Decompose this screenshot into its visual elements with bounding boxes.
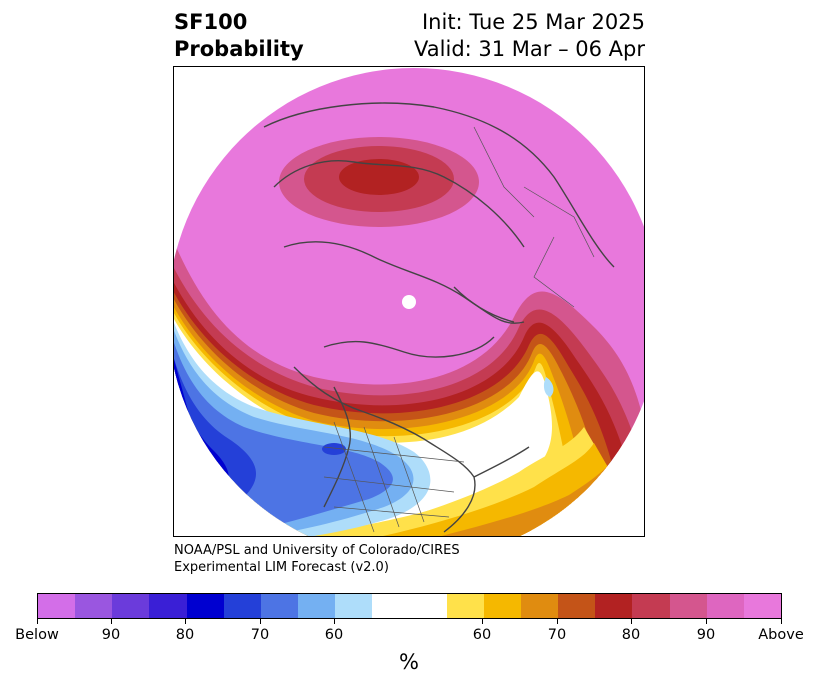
colorbar-segment [743,594,782,618]
colorbar-tick-label: 70 [547,627,567,643]
colorbar-tick [334,619,335,624]
colorbar-segment [706,594,744,618]
colorbar-segment [112,594,150,618]
colorbar-tick-label: 90 [101,627,121,643]
colorbar-tick-label: 90 [696,627,716,643]
colorbar-segment [595,594,633,618]
colorbar-segment [186,594,224,618]
colorbar-segment [335,594,373,618]
valid-range: Valid: 31 Mar – 06 Apr [414,37,645,61]
title-quantity: Probability [174,37,304,61]
colorbar-segment [372,594,447,618]
colorbar-segment [38,594,76,618]
colorbar-tick [185,619,186,624]
colorbar-tick-label: 60 [324,627,344,643]
colorbar-segment [446,594,484,618]
colorbar-tick-label: 80 [621,627,641,643]
map-dates: Init: Tue 25 Mar 2025 Valid: 31 Mar – 06… [414,9,645,63]
colorbar-segment [223,594,261,618]
colorbar [37,593,782,619]
init-date: Init: Tue 25 Mar 2025 [421,10,645,34]
credit-line-1: NOAA/PSL and University of Colorado/CIRE… [174,543,460,558]
colorbar-tick [482,619,483,624]
colorbar-tick [631,619,632,624]
colorbar-unit: % [399,650,419,674]
colorbar-tick-label: 70 [250,627,270,643]
colorbar-segment [521,594,559,618]
colorbar-tick [706,619,707,624]
colorbar-segment [149,594,187,618]
colorbar-segment [260,594,299,618]
colorbar-tick-label: Below [15,627,59,643]
colorbar-tick [37,619,38,624]
map-title: SF100 Probability [174,9,304,63]
colorbar-segment [558,594,596,618]
colorbar-segment [632,594,670,618]
title-variable: SF100 [174,10,248,34]
colorbar-segment [75,594,113,618]
colorbar-tick-label: 60 [472,627,492,643]
credit-text: NOAA/PSL and University of Colorado/CIRE… [174,542,460,576]
polar-map [173,66,645,537]
credit-line-2: Experimental LIM Forecast (v2.0) [174,560,389,575]
probability-map [174,68,644,536]
colorbar-tick [260,619,261,624]
colorbar-tick [557,619,558,624]
colorbar-tick-label: Above [758,627,804,643]
colorbar-segment [298,594,336,618]
colorbar-tick [781,619,782,624]
colorbar-segment [669,594,707,618]
colorbar-segment [483,594,522,618]
colorbar-tick-label: 80 [175,627,195,643]
colorbar-tick [111,619,112,624]
